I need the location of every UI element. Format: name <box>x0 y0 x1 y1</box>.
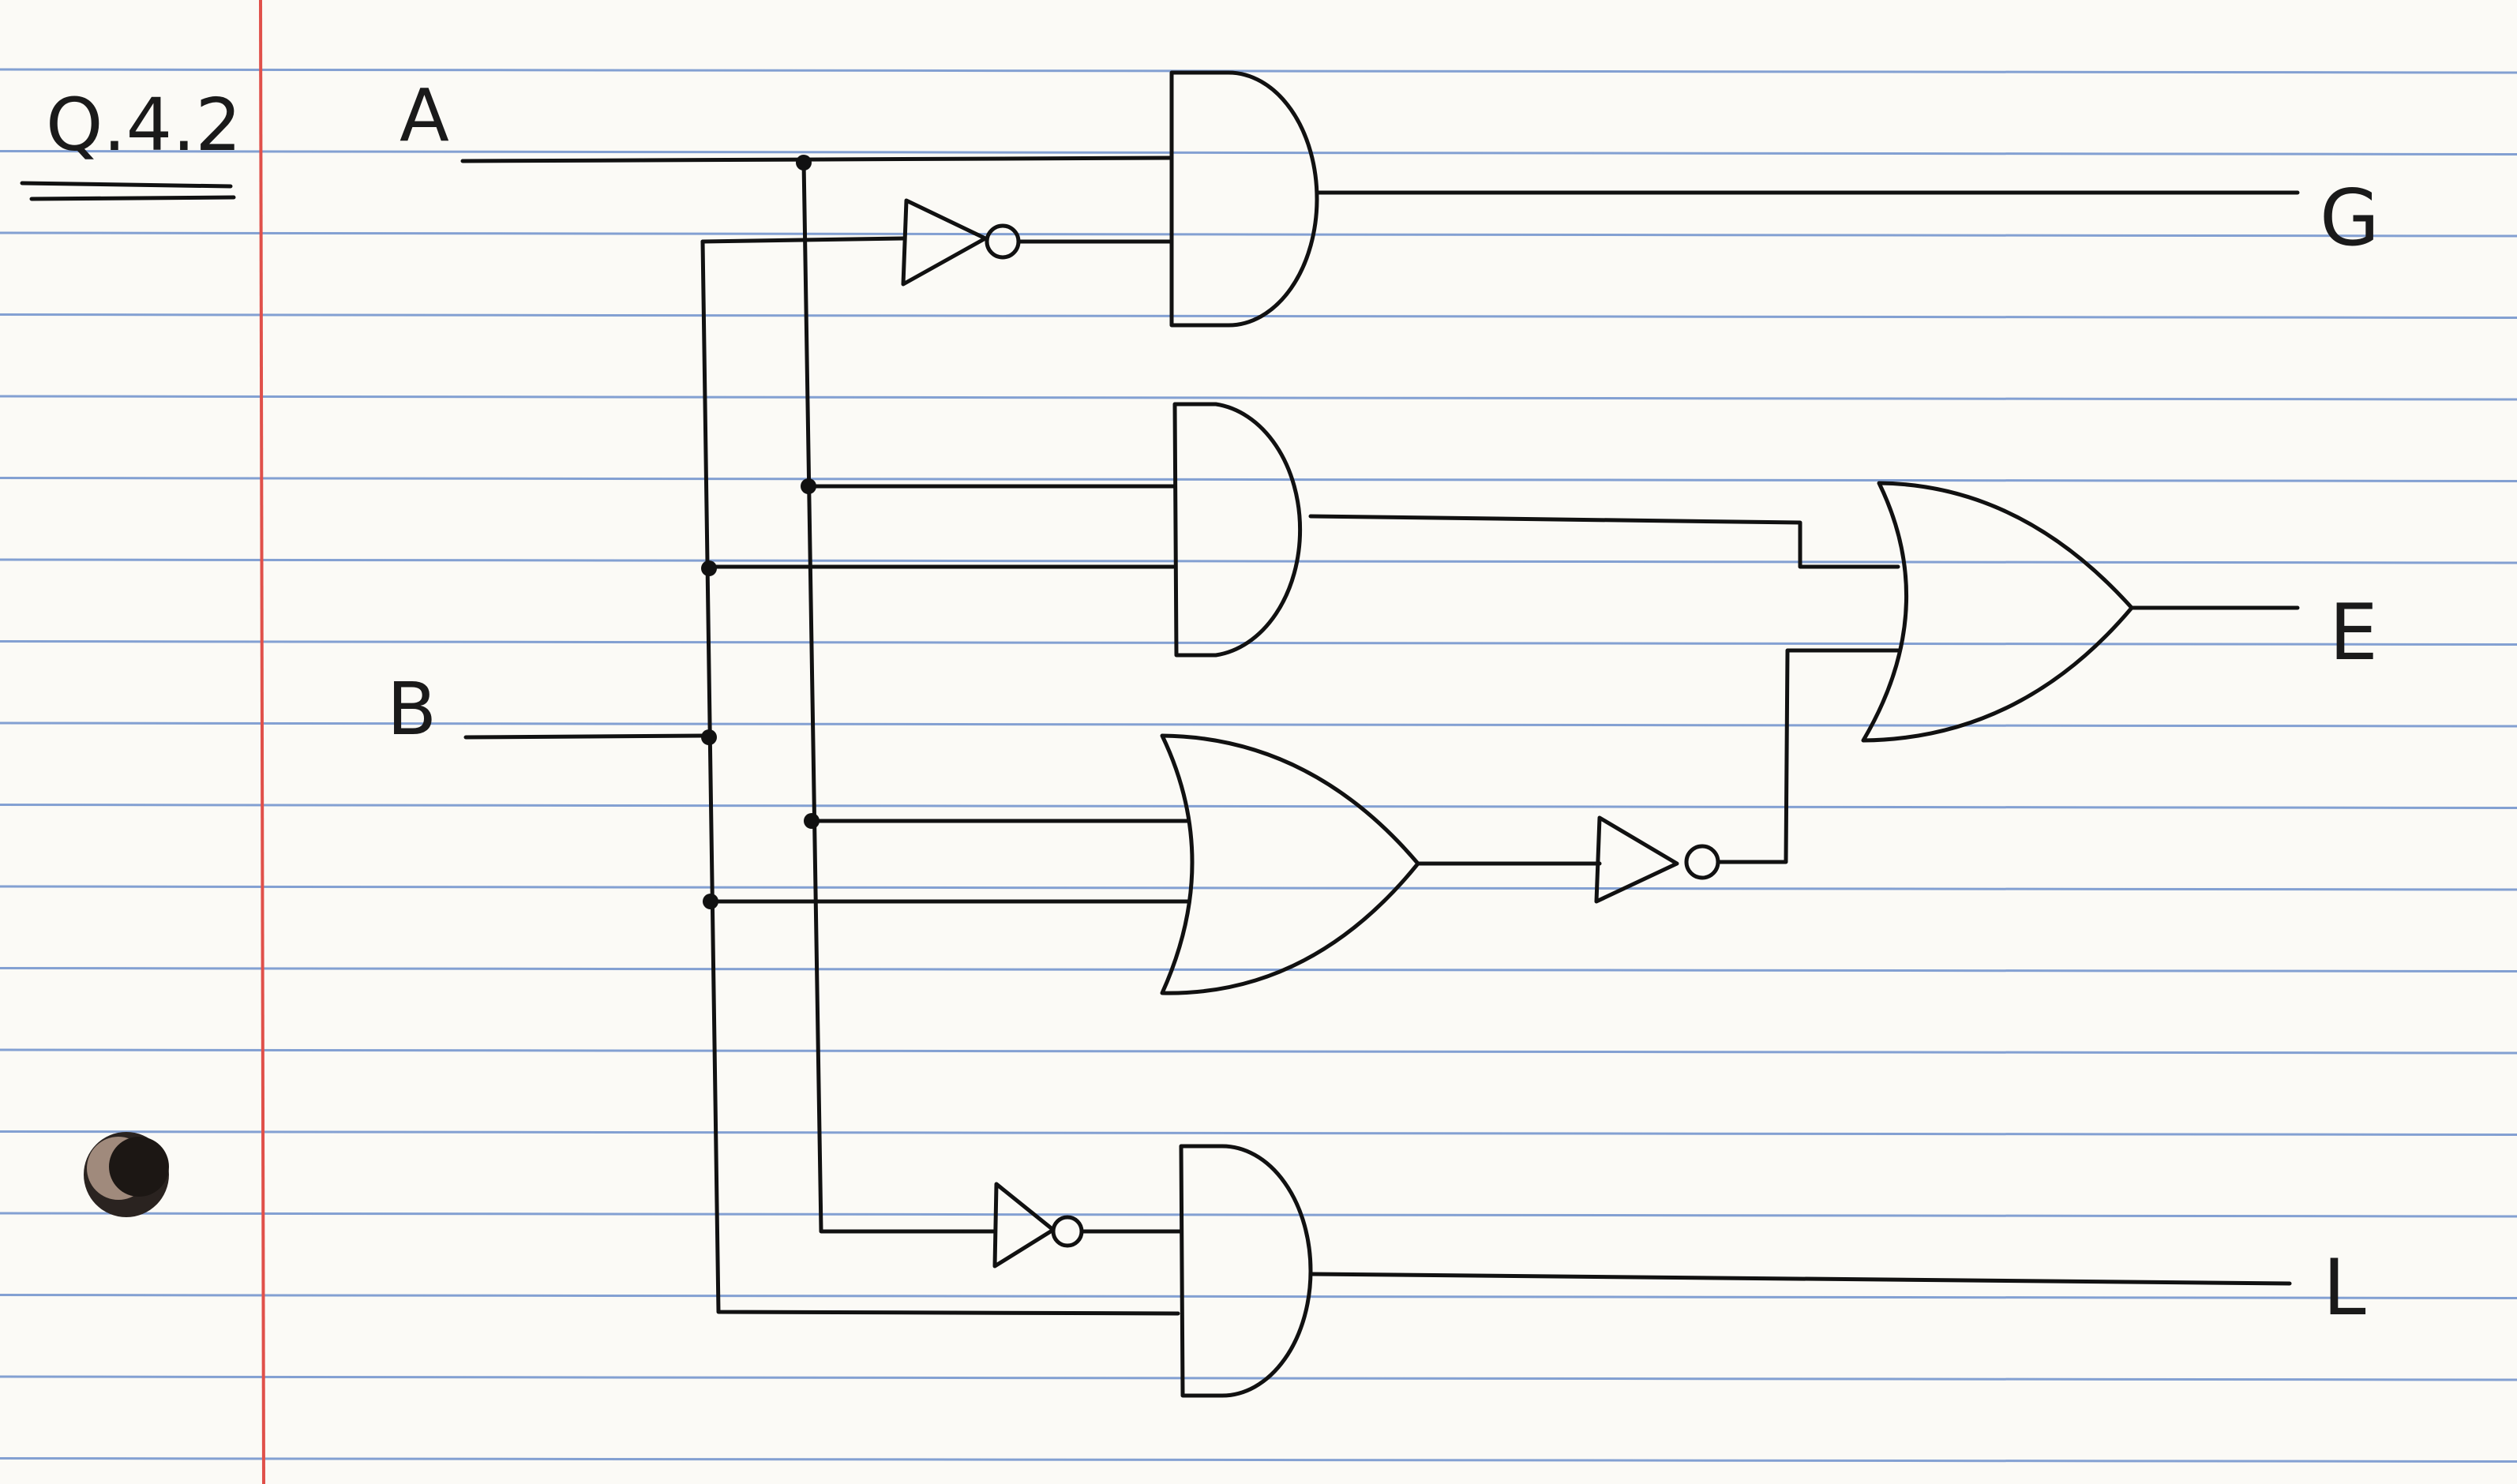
rule-line <box>0 68 2517 74</box>
rule-line <box>0 395 2517 401</box>
question-underline <box>20 181 236 201</box>
wire-b-to-not-top <box>700 236 906 244</box>
rule-line <box>0 967 2517 972</box>
not-gate-bottom <box>992 1182 1084 1269</box>
rule-line <box>0 1130 2517 1136</box>
rule-line <box>0 721 2517 728</box>
rule-line <box>0 558 2517 564</box>
wire-input-b <box>463 733 708 740</box>
punch-hole <box>84 1132 169 1217</box>
rule-line <box>0 1375 2517 1381</box>
rule-line <box>0 1048 2517 1055</box>
rule-line <box>0 150 2517 156</box>
rule-line <box>0 477 2517 482</box>
rule-line <box>0 885 2517 891</box>
wire-a-bus <box>801 159 967 1234</box>
rule-line <box>0 804 2517 809</box>
input-label-b: B <box>387 667 437 751</box>
not-gate-top <box>901 198 1021 287</box>
rule-line <box>0 640 2517 646</box>
wire-b-bus <box>700 239 1180 1316</box>
wire-input-a <box>460 156 1174 163</box>
ruled-lines <box>0 68 2517 1463</box>
wire-not-mid-to-or-e <box>1716 648 1900 864</box>
and-gate-middle <box>1172 402 1303 658</box>
wire-and-mid-to-or-e <box>1308 514 1900 569</box>
output-label-l: L <box>2323 1243 2366 1333</box>
output-label-e: E <box>2329 588 2378 678</box>
and-gate-l <box>1179 1144 1313 1398</box>
or-gate-e <box>1861 481 2134 743</box>
question-label: Q.4.2 <box>46 83 242 167</box>
and-gate-g <box>1169 70 1319 328</box>
rule-line <box>0 231 2517 238</box>
wire-and-l-output <box>1308 1272 2292 1286</box>
or-gate-middle <box>1160 733 1420 995</box>
rule-line <box>0 1294 2517 1299</box>
input-label-a: A <box>399 73 449 158</box>
margin-line <box>259 0 265 1484</box>
junction-dots <box>701 155 820 909</box>
rule-line <box>0 1212 2517 1218</box>
output-label-g: G <box>2320 174 2380 264</box>
rule-line <box>0 1457 2517 1463</box>
